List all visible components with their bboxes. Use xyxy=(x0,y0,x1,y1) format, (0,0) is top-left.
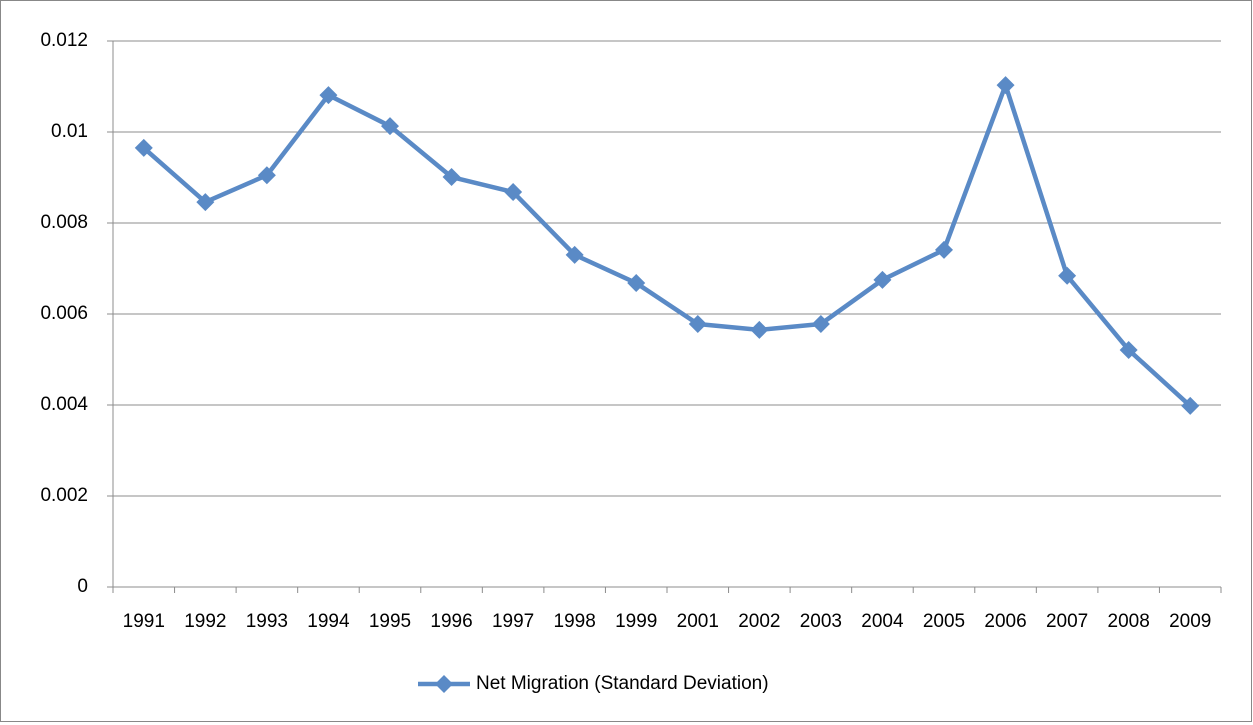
x-tick-label: 1996 xyxy=(430,611,472,632)
data-point xyxy=(196,193,215,212)
data-point xyxy=(688,315,707,334)
x-tick-label: 1997 xyxy=(492,611,534,632)
y-tick-label: 0.008 xyxy=(40,212,88,233)
data-point xyxy=(935,240,953,259)
x-tick-label: 1998 xyxy=(554,611,596,632)
x-tick-label: 1991 xyxy=(123,611,165,632)
x-tick-label: 2004 xyxy=(861,611,904,632)
x-tick-label: 1999 xyxy=(615,611,657,632)
data-point xyxy=(257,166,276,185)
data-point xyxy=(381,117,399,136)
legend-marker xyxy=(435,675,453,693)
legend-label: Net Migration (Standard Deviation) xyxy=(476,673,769,694)
series-line xyxy=(142,82,1192,408)
data-point xyxy=(996,76,1015,95)
x-tick-label: 1993 xyxy=(246,611,288,632)
data-point xyxy=(319,86,338,105)
x-tick-label: 2003 xyxy=(800,611,842,632)
data-point xyxy=(504,183,523,202)
data-point xyxy=(627,274,646,293)
y-tick-label: 0.012 xyxy=(40,30,88,51)
x-tick-label: 1995 xyxy=(369,611,411,632)
x-tick-label: 2009 xyxy=(1169,611,1211,632)
y-tick-label: 0.01 xyxy=(51,121,88,142)
data-point xyxy=(873,270,892,289)
x-tick-label: 2008 xyxy=(1108,611,1150,632)
x-tick-label: 2001 xyxy=(677,611,719,632)
x-tick-label: 2007 xyxy=(1046,611,1088,632)
data-point xyxy=(442,168,461,187)
data-point xyxy=(1058,266,1077,285)
x-tick-label: 2006 xyxy=(984,611,1026,632)
x-tick-label: 1992 xyxy=(184,611,226,632)
data-point xyxy=(565,245,584,264)
data-point xyxy=(750,320,769,339)
y-tick-label: 0.002 xyxy=(40,485,88,506)
y-tick-label: 0.006 xyxy=(40,303,88,324)
y-tick-label: 0.004 xyxy=(40,394,88,415)
data-point xyxy=(811,315,830,334)
x-tick-label: 1994 xyxy=(307,611,350,632)
data-point xyxy=(1181,396,1200,415)
x-tick-label: 2005 xyxy=(923,611,965,632)
data-point xyxy=(134,138,153,157)
y-tick-label: 0 xyxy=(77,576,88,597)
data-point xyxy=(1119,340,1138,359)
x-tick-label: 2002 xyxy=(738,611,780,632)
